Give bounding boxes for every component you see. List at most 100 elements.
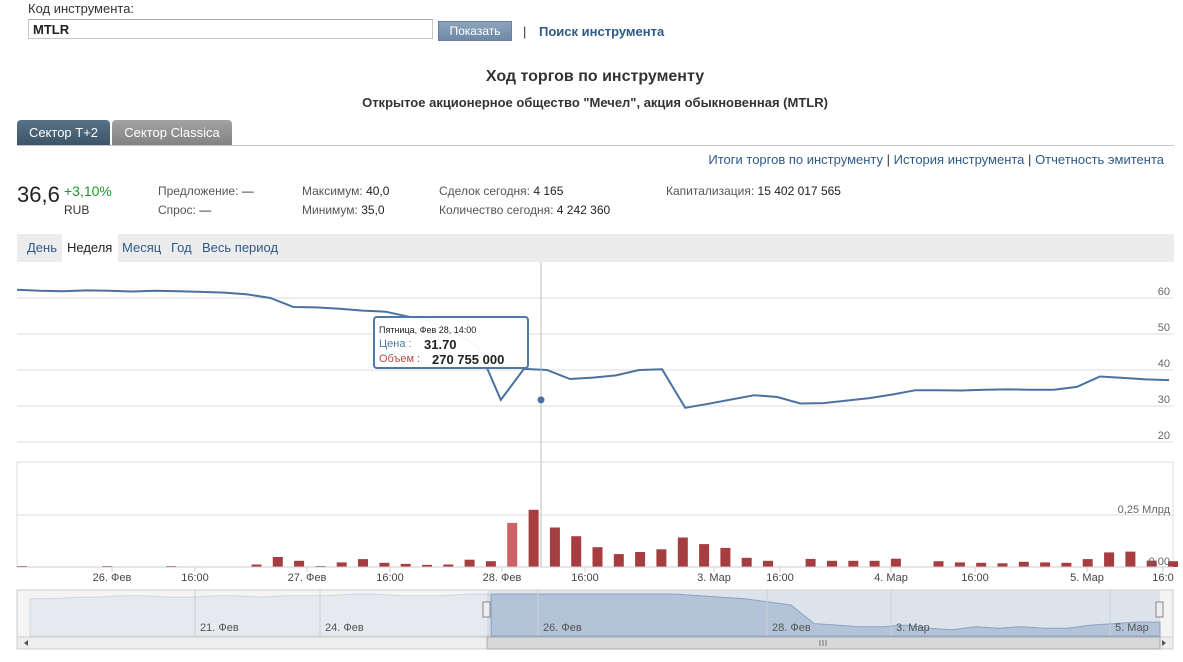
chart-tooltip: Пятница, Фев 28, 14:00 Цена : 31.70 Объе… [373,316,529,369]
deals-label: Сделок сегодня: [439,184,530,198]
navigator-tick-label: 21. Фев [200,622,239,634]
bid-stat: Спрос: — [158,203,211,217]
volume-bar [869,560,880,567]
volume-bar [592,547,603,567]
link-separator: | [886,152,891,167]
price-grid [17,297,1173,443]
link-separator: | [1028,152,1032,167]
price-axis: 60 50 40 30 20 [1158,286,1170,442]
volume-bar [656,549,667,567]
offer-stat: Предложение: — [158,184,254,198]
instrument-code-input[interactable] [28,19,433,39]
separator: | [523,24,527,39]
bid-label: Спрос: [158,203,196,217]
navigator-tick-label: 5. Мар [1115,622,1149,634]
navigator-handle-right[interactable] [1155,601,1164,618]
volume-bar [336,562,347,567]
volume-bar [890,558,901,567]
min-label: Минимум: [302,203,358,217]
volume-bar [827,560,837,567]
navigator-tick-label: 26. Фев [543,622,582,634]
volume-bar [1061,562,1072,567]
volume-bar [805,558,816,567]
volume-bar [848,560,859,567]
x-tick-label: 16:00 [181,572,209,584]
volume-bar [1040,562,1051,567]
volume-bar [1168,561,1178,567]
max-value: 40,0 [366,184,390,198]
volume-bar [613,554,624,567]
volume-bar [1146,560,1157,567]
price-tick-label: 20 [1158,430,1170,442]
scroll-grip-icon [819,640,827,646]
volume-bar [954,562,965,567]
tab-sector-t2[interactable]: Сектор Т+2 [17,120,110,145]
x-tick-label: 3. Мар [697,572,731,584]
issuer-reports-link[interactable]: Отчетность эмитента [1035,152,1164,167]
x-axis: 26. Фев 16:00 27. Фев 16:00 28. Фев 16:00 3. М… [93,567,1174,584]
volume-bar [635,552,646,567]
x-tick-label: 28. Фев [483,572,522,584]
volume-bar [358,559,368,567]
x-tick-label: 16:00 [961,572,989,584]
period-day[interactable]: День [27,240,57,255]
price-volume-chart[interactable]: 60 50 40 30 20 0,25 Млрд 0,00 26. Фев 16:00 27… [0,262,1183,657]
period-bar [17,234,1174,262]
x-tick-label: 16:00 [766,572,794,584]
volume-bar [443,564,454,567]
quantity-stat: Количество сегодня: 4 242 360 [439,203,610,217]
navigator-axis: 21. Фев 24. Фев 26. Фев 28. Фев 3. Мар 5. Мар [194,590,1149,636]
tab-sector-classica[interactable]: Сектор Classica [112,120,232,145]
capitalization-value: 15 402 017 565 [757,184,841,198]
period-month[interactable]: Месяц [122,240,162,255]
x-tick-label: 4. Мар [874,572,908,584]
deals-stat: Сделок сегодня: 4 165 [439,184,563,198]
hover-point [537,396,545,404]
volume-tick-label: 0,25 Млрд [1118,504,1171,516]
show-button[interactable]: Показать [438,21,512,41]
quantity-value: 4 242 360 [556,203,611,217]
capitalization-stat: Капитализация: 15 402 017 565 [666,184,841,198]
trading-results-link[interactable]: Итоги торгов по инструменту [708,152,884,167]
min-stat: Минимум: 35,0 [302,203,385,217]
x-tick-label: 26. Фев [93,572,132,584]
volume-bar [272,557,283,567]
tooltip-volume-label: Объем : [379,353,421,365]
page-title: Ход торгов по инструменту [485,68,705,85]
x-tick-label: 16:0 [1152,572,1173,584]
x-tick-label: 16:00 [376,572,404,584]
scroll-right-icon[interactable] [1162,640,1166,646]
navigator-handle-left[interactable] [482,601,491,618]
min-value: 35,0 [361,203,385,217]
offer-value: — [241,184,254,198]
volume-bar [400,563,411,567]
price-tick-label: 40 [1158,358,1170,370]
navigator-tick-label: 24. Фев [325,622,364,634]
period-week[interactable]: Неделя [67,240,113,255]
volume-bar [720,547,731,567]
x-tick-label: 27. Фев [288,572,327,584]
volume-bar [699,544,710,567]
tabs-divider [17,145,1174,146]
instrument-history-link[interactable]: История инструмента [893,152,1025,167]
volume-bar [1082,559,1093,567]
active-period-bg [62,234,118,262]
max-label: Максимум: [302,184,363,198]
price-tick-label: 30 [1158,394,1170,406]
navigator-area [29,593,492,637]
volume-bar [976,562,987,567]
navigator-selected-area [490,593,1161,637]
volume-bar [379,562,390,567]
volume-bar [549,527,560,567]
scroll-left-icon[interactable] [24,640,28,646]
deals-value: 4 165 [533,184,564,198]
period-all[interactable]: Весь период [202,240,279,255]
period-year[interactable]: Год [171,240,192,255]
volume-bar [528,509,539,567]
page-subtitle: Открытое акционерное общество "Мечел", а… [362,95,828,110]
volume-bar [571,536,582,567]
price-change: +3,10% [64,183,112,199]
search-instrument-link[interactable]: Поиск инструмента [539,24,665,39]
offer-label: Предложение: [158,184,239,198]
navigator-tick-label: 3. Мар [896,622,930,634]
